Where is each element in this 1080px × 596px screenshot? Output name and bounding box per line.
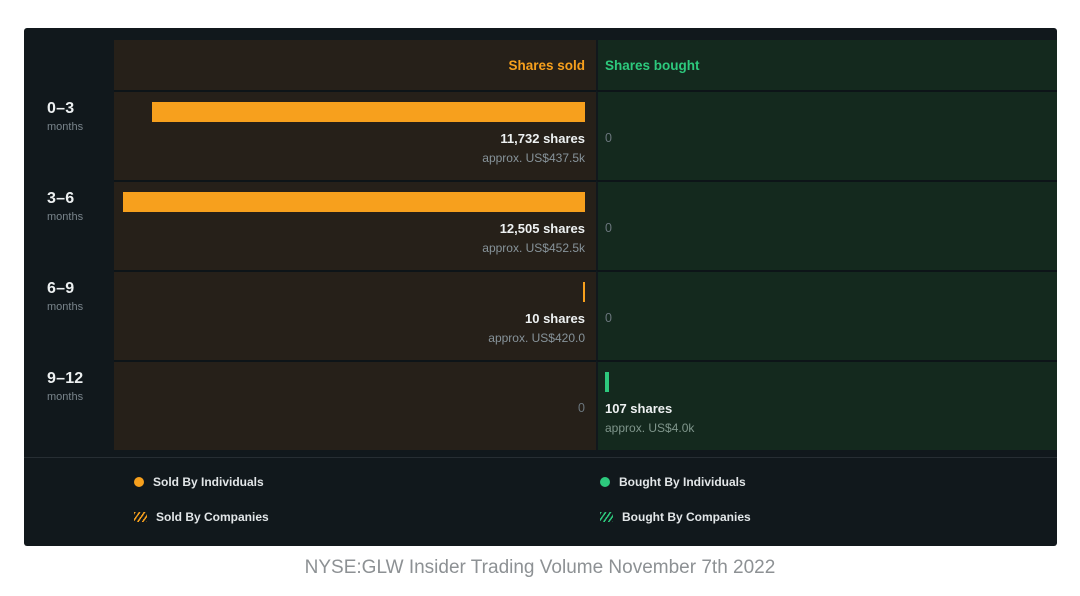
sold-shares-label: 0: [578, 401, 585, 415]
period-unit-label: months: [47, 391, 84, 403]
bought-shares-label: 107 shares: [605, 401, 673, 416]
chart-legend: Sold By Individuals Sold By Companies Bo…: [24, 457, 1057, 546]
sold-column-header: Shares sold: [114, 40, 596, 90]
bought-bar-track: [605, 102, 1047, 122]
sold-shares-label: 11,732 shares: [500, 131, 585, 146]
legend-sold-by-individuals[interactable]: Sold By Individuals: [134, 475, 264, 489]
sold-cell: 10 shares approx. US$420.0: [114, 270, 596, 360]
sold-bar-track: [123, 192, 585, 212]
bought-shares-label: 0: [605, 221, 612, 235]
bought-bar-track: [605, 372, 1047, 392]
row-label: 6–9 months: [24, 270, 114, 360]
period-unit-label: months: [47, 301, 84, 313]
shares-sold-header: Shares sold: [508, 57, 585, 73]
period-unit-label: months: [47, 211, 84, 223]
bought-approx-label: approx. US$4.0k: [605, 421, 695, 435]
row-label: 3–6 months: [24, 180, 114, 270]
legend-label: Bought By Individuals: [619, 475, 746, 489]
sold-companies-hatch-icon: [134, 512, 147, 522]
shares-bought-header: Shares bought: [605, 57, 700, 73]
period-label: 6–9: [47, 280, 75, 297]
chart-grid: Shares sold Shares bought 0–3 months 11,…: [24, 28, 1057, 450]
sold-cell: 11,732 shares approx. US$437.5k: [114, 90, 596, 180]
sold-cell: 0: [114, 360, 596, 450]
sold-bar-track: [123, 102, 585, 122]
sold-bar[interactable]: [583, 282, 585, 302]
sold-bar-track: [123, 372, 585, 392]
sold-approx-label: approx. US$420.0: [488, 331, 585, 345]
sold-bar[interactable]: [151, 102, 585, 122]
sold-approx-label: approx. US$452.5k: [482, 241, 585, 255]
insider-trading-chart-card: Shares sold Shares bought 0–3 months 11,…: [24, 28, 1057, 546]
bought-cell: 0: [596, 90, 1057, 180]
sold-shares-label: 12,505 shares: [499, 221, 585, 236]
chart-caption: NYSE:GLW Insider Trading Volume November…: [304, 557, 776, 578]
bought-shares-label: 0: [605, 311, 612, 325]
row-label: 9–12 months: [24, 360, 114, 450]
sold-bar-track: [123, 282, 585, 302]
legend-sold-by-companies[interactable]: Sold By Companies: [134, 510, 269, 524]
sold-individuals-dot-icon: [134, 477, 144, 487]
bought-cell: 0: [596, 180, 1057, 270]
row-label: 0–3 months: [24, 90, 114, 180]
period-label: 0–3: [47, 100, 75, 117]
header-corner: [24, 40, 114, 90]
bought-bar-track: [605, 192, 1047, 212]
bought-individuals-dot-icon: [600, 477, 610, 487]
period-unit-label: months: [47, 121, 84, 133]
bought-bar-track: [605, 282, 1047, 302]
legend-label: Sold By Individuals: [153, 475, 264, 489]
sold-approx-label: approx. US$437.5k: [482, 151, 585, 165]
period-label: 3–6: [47, 190, 75, 207]
legend-bought-by-individuals[interactable]: Bought By Individuals: [600, 475, 746, 489]
bought-column-header: Shares bought: [596, 40, 1057, 90]
bought-shares-label: 0: [605, 131, 612, 145]
sold-cell: 12,505 shares approx. US$452.5k: [114, 180, 596, 270]
sold-shares-label: 10 shares: [525, 311, 585, 326]
legend-bought-by-companies[interactable]: Bought By Companies: [600, 510, 751, 524]
legend-label: Sold By Companies: [156, 510, 269, 524]
sold-bar[interactable]: [123, 192, 585, 212]
bought-cell: 107 shares approx. US$4.0k: [596, 360, 1057, 450]
period-label: 9–12: [47, 370, 84, 387]
bought-cell: 0: [596, 270, 1057, 360]
bought-companies-hatch-icon: [600, 512, 613, 522]
legend-label: Bought By Companies: [622, 510, 751, 524]
bought-bar[interactable]: [605, 372, 609, 392]
